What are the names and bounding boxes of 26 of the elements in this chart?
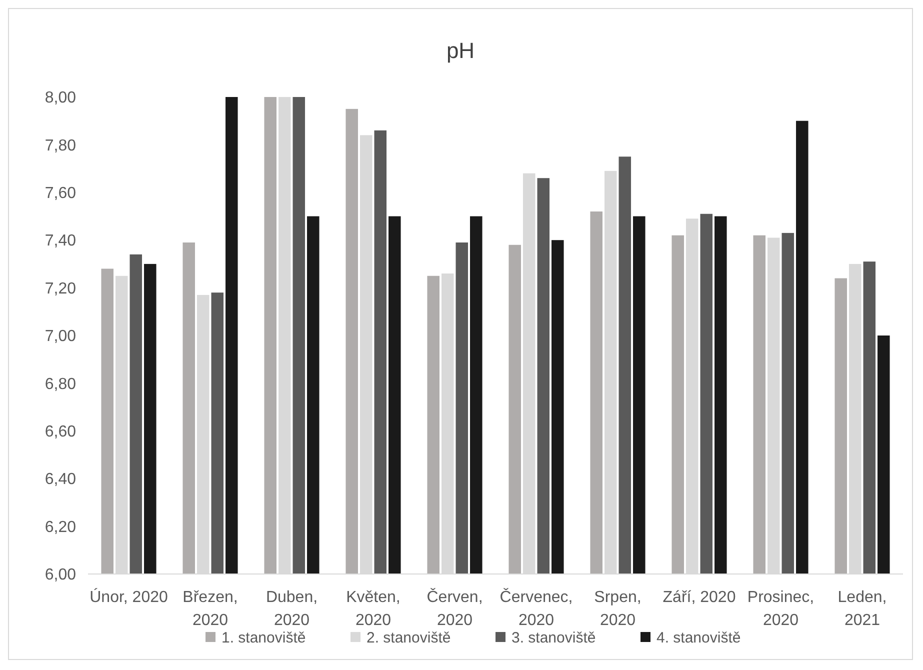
y-tick-label: 8,00: [44, 90, 76, 107]
legend-label: 2. stanoviště: [366, 629, 451, 646]
x-tick-label: Duben, 2020: [266, 589, 318, 629]
chart-title: pH: [446, 38, 475, 63]
x-tick-label: Prosinec, 2020: [747, 589, 814, 629]
y-tick-label: 6,60: [44, 424, 76, 440]
x-tick-label: Červenec, 2020: [500, 588, 573, 629]
y-tick-label: 7,40: [44, 232, 76, 250]
legend-label: 3. stanoviště: [512, 629, 596, 646]
y-tick-label: 6,00: [44, 566, 76, 584]
y-tick-label: 7,60: [44, 185, 76, 202]
x-tick-label: Únor, 2020: [90, 588, 168, 606]
legend-label: 4. stanoviště: [656, 629, 741, 646]
y-tick-label: 6,40: [44, 471, 76, 488]
y-tick-label: 6,80: [44, 376, 76, 393]
x-tick-label: Září, 2020: [662, 589, 736, 606]
x-tick-label: Leden, 2021: [838, 589, 887, 629]
x-tick-label: Březen, 2020: [182, 589, 238, 629]
x-tick-label: Srpen, 2020: [594, 589, 642, 629]
y-tick-label: 7,80: [44, 137, 76, 154]
x-tick-label: Květen, 2020: [346, 589, 400, 629]
y-tick-label: 6,20: [44, 518, 76, 536]
y-tick-label: 7,20: [44, 280, 76, 298]
legend-label: 1. stanoviště: [222, 629, 306, 646]
y-tick-label: 7,00: [44, 328, 76, 346]
x-tick-label: Červen, 2020: [426, 588, 483, 629]
